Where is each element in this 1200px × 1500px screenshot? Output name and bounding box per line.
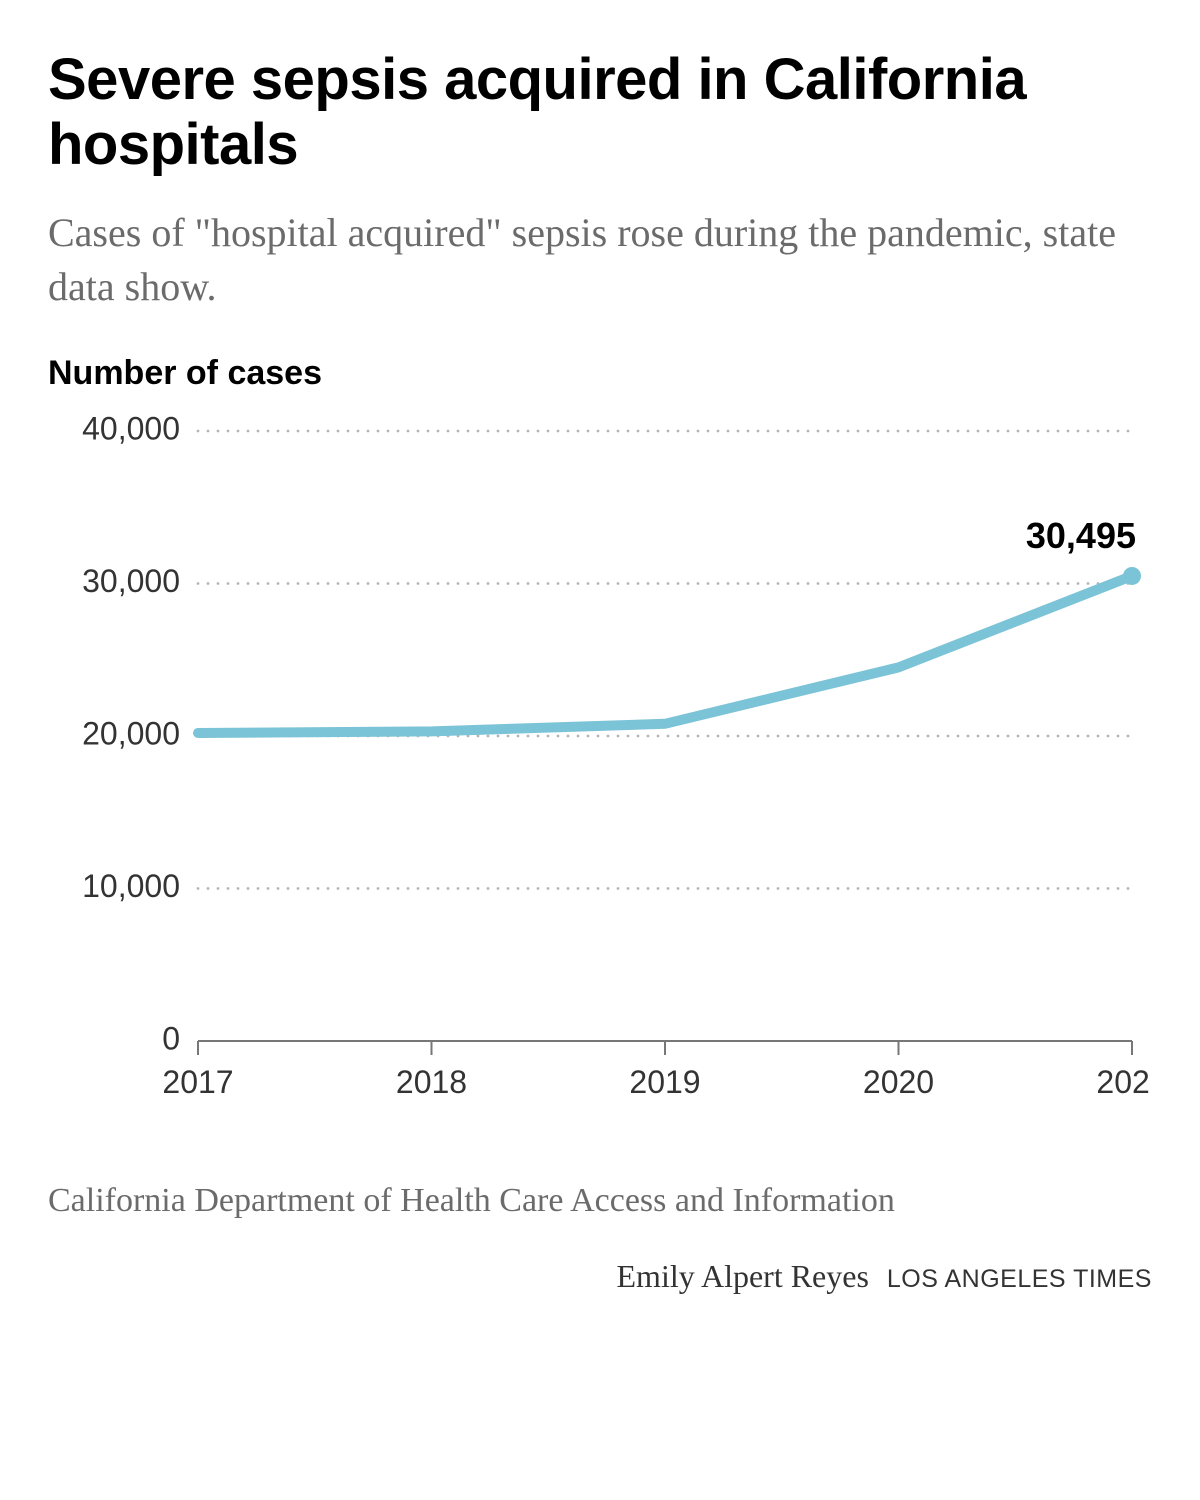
- svg-text:40,000: 40,000: [82, 411, 180, 446]
- svg-text:2021: 2021: [1096, 1064, 1152, 1100]
- byline-name: Emily Alpert Reyes: [617, 1258, 869, 1294]
- svg-text:10,000: 10,000: [82, 868, 180, 904]
- chart-headline: Severe sepsis acquired in California hos…: [48, 48, 1152, 178]
- svg-text:2019: 2019: [629, 1064, 700, 1100]
- svg-text:2018: 2018: [396, 1064, 467, 1100]
- svg-text:20,000: 20,000: [82, 715, 180, 751]
- svg-text:0: 0: [162, 1020, 180, 1056]
- byline: Emily Alpert Reyes LOS ANGELES TIMES: [48, 1258, 1152, 1295]
- svg-text:2017: 2017: [162, 1064, 233, 1100]
- chart-svg: 0 10,000 20,000 30,000 40,000 2017 2018 2019 202…: [48, 411, 1152, 1131]
- chart-source: California Department of Health Care Acc…: [48, 1178, 1152, 1224]
- svg-text:30,000: 30,000: [82, 563, 180, 599]
- chart-dek: Cases of "hospital acquired" sepsis rose…: [48, 206, 1152, 314]
- y-axis-title: Number of cases: [48, 354, 1152, 393]
- svg-text:30,495: 30,495: [1026, 515, 1136, 556]
- svg-text:2020: 2020: [863, 1064, 934, 1100]
- byline-org: LOS ANGELES TIMES: [887, 1265, 1152, 1293]
- line-chart: 0 10,000 20,000 30,000 40,000 2017 2018 2019 202…: [48, 411, 1152, 1136]
